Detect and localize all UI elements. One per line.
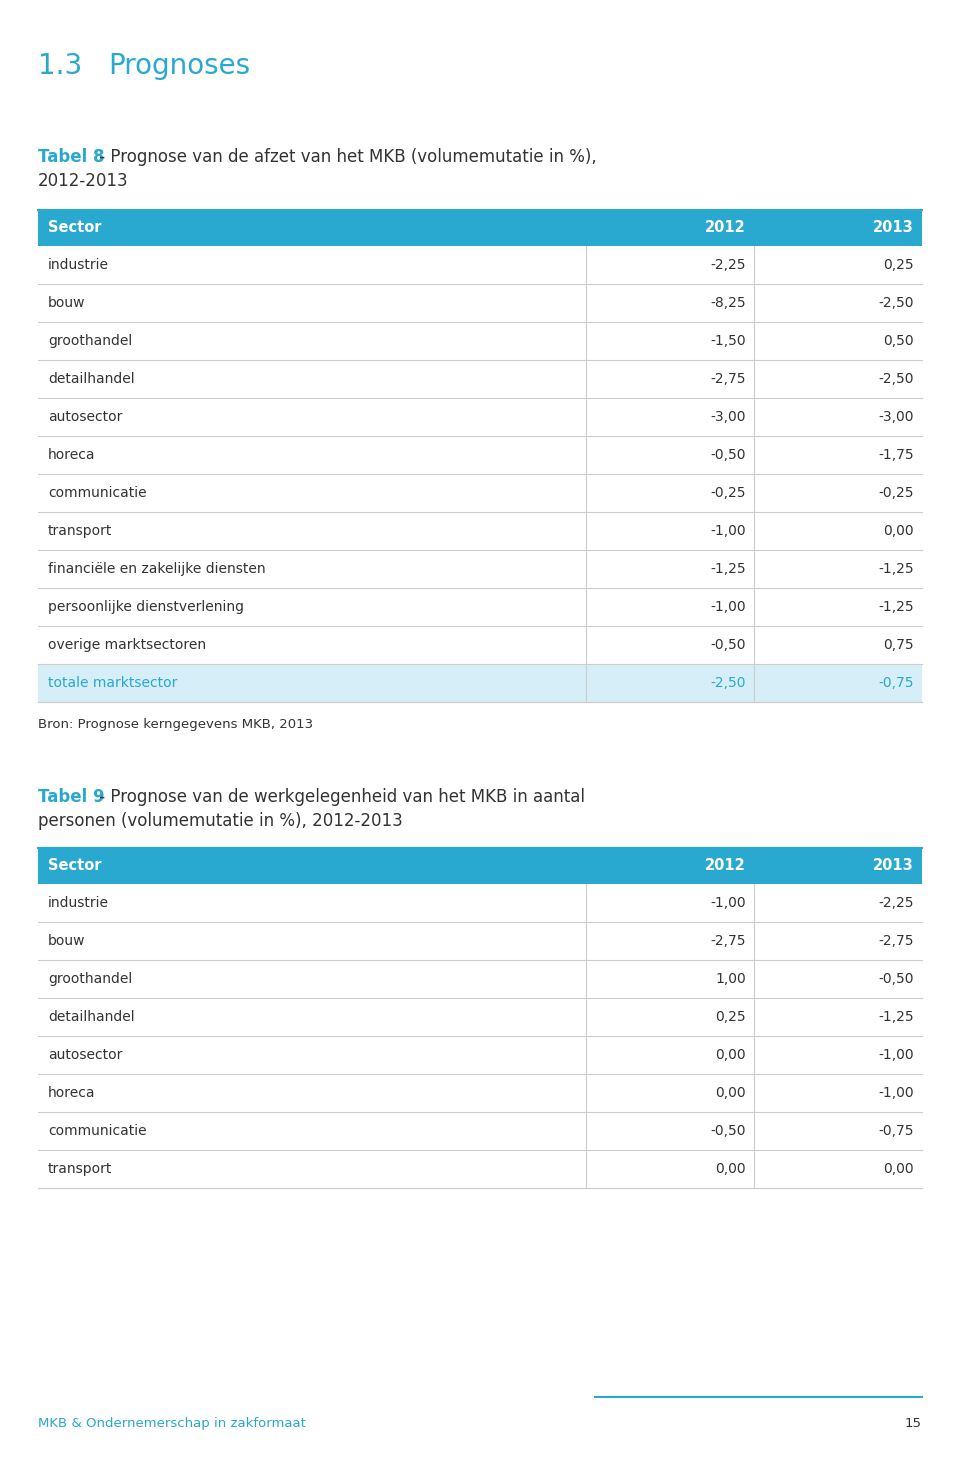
Text: personen (volumemutatie in %), 2012-2013: personen (volumemutatie in %), 2012-2013 [38, 812, 403, 831]
Text: autosector: autosector [48, 1047, 122, 1062]
Text: horeca: horeca [48, 448, 95, 461]
Text: -1,00: -1,00 [710, 524, 746, 538]
Text: transport: transport [48, 1162, 112, 1176]
Bar [38, 475, 922, 511]
Text: 0,50: 0,50 [883, 334, 914, 349]
Bar [38, 626, 922, 664]
Bar [38, 848, 922, 883]
Text: - Prognose van de afzet van het MKB (volumemutatie in %),: - Prognose van de afzet van het MKB (vol… [94, 148, 597, 166]
Text: -1,00: -1,00 [710, 897, 746, 910]
Text: groothandel: groothandel [48, 971, 132, 986]
Text: -1,25: -1,25 [878, 601, 914, 614]
Bar [38, 246, 922, 284]
Bar [38, 921, 922, 960]
Text: bouw: bouw [48, 296, 85, 311]
Text: -2,25: -2,25 [878, 897, 914, 910]
Text: industrie: industrie [48, 897, 109, 910]
Text: 1.3: 1.3 [38, 51, 83, 81]
Text: -0,50: -0,50 [710, 448, 746, 461]
Text: -0,25: -0,25 [878, 486, 914, 500]
Text: -0,25: -0,25 [710, 486, 746, 500]
Text: 0,75: 0,75 [883, 637, 914, 652]
Text: detailhandel: detailhandel [48, 1009, 134, 1024]
Text: bouw: bouw [48, 935, 85, 948]
Text: -1,00: -1,00 [710, 601, 746, 614]
Text: -0,50: -0,50 [710, 637, 746, 652]
Text: horeca: horeca [48, 1086, 95, 1100]
Text: overige marktsectoren: overige marktsectoren [48, 637, 206, 652]
Text: 0,25: 0,25 [715, 1009, 746, 1024]
Bar [38, 549, 922, 587]
Text: detailhandel: detailhandel [48, 372, 134, 385]
Bar [38, 883, 922, 921]
Text: -0,75: -0,75 [878, 675, 914, 690]
Text: -3,00: -3,00 [878, 410, 914, 423]
Text: -1,75: -1,75 [878, 448, 914, 461]
Text: -3,00: -3,00 [710, 410, 746, 423]
Text: Prognoses: Prognoses [108, 51, 251, 81]
Text: -2,50: -2,50 [710, 675, 746, 690]
Text: autosector: autosector [48, 410, 122, 423]
Text: 0,00: 0,00 [883, 1162, 914, 1176]
Text: 0,00: 0,00 [715, 1086, 746, 1100]
Bar [38, 664, 922, 702]
Text: -0,50: -0,50 [710, 1124, 746, 1138]
Bar [38, 1074, 922, 1112]
Bar [38, 960, 922, 998]
Text: Tabel 9: Tabel 9 [38, 788, 105, 806]
Text: -1,00: -1,00 [878, 1047, 914, 1062]
Text: -0,50: -0,50 [878, 971, 914, 986]
Text: 0,00: 0,00 [715, 1047, 746, 1062]
Text: -1,00: -1,00 [878, 1086, 914, 1100]
Text: 0,00: 0,00 [715, 1162, 746, 1176]
Text: -2,25: -2,25 [710, 258, 746, 272]
Text: financiële en zakelijke diensten: financiële en zakelijke diensten [48, 563, 266, 576]
Text: totale marktsector: totale marktsector [48, 675, 178, 690]
Text: groothandel: groothandel [48, 334, 132, 349]
Text: 2012-2013: 2012-2013 [38, 171, 129, 190]
Bar [38, 437, 922, 475]
Text: industrie: industrie [48, 258, 109, 272]
Text: Sector: Sector [48, 858, 102, 873]
Bar [38, 398, 922, 437]
Text: Sector: Sector [48, 221, 102, 236]
Bar [38, 998, 922, 1036]
Bar [38, 284, 922, 322]
Text: communicatie: communicatie [48, 486, 147, 500]
Text: 2012: 2012 [706, 221, 746, 236]
Text: 2013: 2013 [874, 858, 914, 873]
Text: 2013: 2013 [874, 221, 914, 236]
Text: 15: 15 [905, 1417, 922, 1430]
Bar [38, 1150, 922, 1188]
Text: MKB & Ondernemerschap in zakformaat: MKB & Ondernemerschap in zakformaat [38, 1417, 306, 1430]
Text: -8,25: -8,25 [710, 296, 746, 311]
Text: 0,00: 0,00 [883, 524, 914, 538]
Bar [38, 209, 922, 246]
Text: transport: transport [48, 524, 112, 538]
Bar [38, 1036, 922, 1074]
Bar [38, 511, 922, 549]
Text: Tabel 8: Tabel 8 [38, 148, 105, 166]
Bar [38, 322, 922, 360]
Text: -1,50: -1,50 [710, 334, 746, 349]
Text: persoonlijke dienstverlening: persoonlijke dienstverlening [48, 601, 244, 614]
Text: 2012: 2012 [706, 858, 746, 873]
Text: Bron: Prognose kerngegevens MKB, 2013: Bron: Prognose kerngegevens MKB, 2013 [38, 718, 313, 731]
Text: 0,25: 0,25 [883, 258, 914, 272]
Text: -2,75: -2,75 [710, 935, 746, 948]
Text: -2,75: -2,75 [710, 372, 746, 385]
Text: 1,00: 1,00 [715, 971, 746, 986]
Text: -2,50: -2,50 [878, 372, 914, 385]
Text: -0,75: -0,75 [878, 1124, 914, 1138]
Text: -2,50: -2,50 [878, 296, 914, 311]
Bar [38, 587, 922, 626]
Text: -1,25: -1,25 [878, 1009, 914, 1024]
Text: - Prognose van de werkgelegenheid van het MKB in aantal: - Prognose van de werkgelegenheid van he… [94, 788, 585, 806]
Text: -1,25: -1,25 [878, 563, 914, 576]
Text: -2,75: -2,75 [878, 935, 914, 948]
Text: -1,25: -1,25 [710, 563, 746, 576]
Bar [38, 1112, 922, 1150]
Text: communicatie: communicatie [48, 1124, 147, 1138]
Bar [38, 360, 922, 398]
